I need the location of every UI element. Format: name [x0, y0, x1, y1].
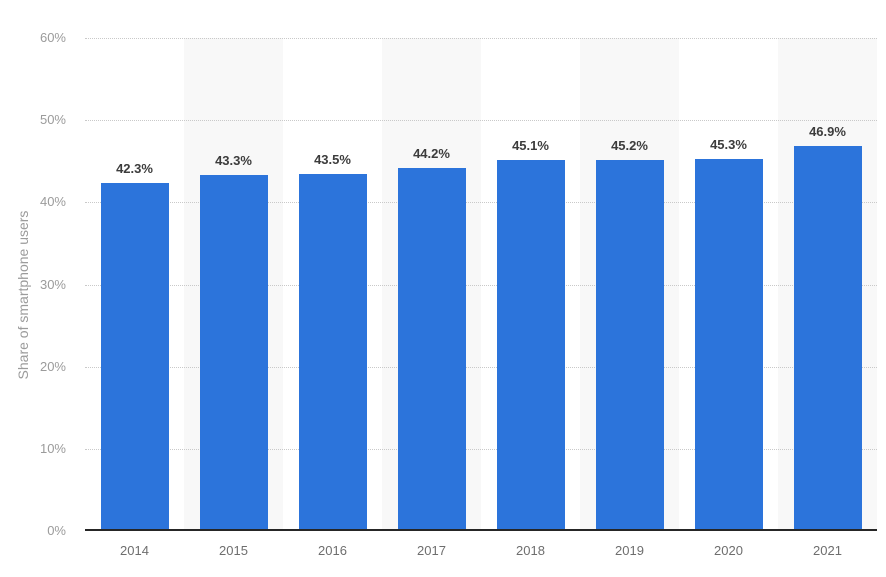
gridline	[85, 284, 877, 286]
bar-2017[interactable]	[397, 167, 466, 531]
y-axis-title: Share of smartphone users	[15, 210, 31, 380]
x-tick-label: 2015	[219, 543, 248, 558]
bar-value-label: 45.3%	[710, 136, 747, 152]
y-tick-label: 30%	[39, 276, 66, 292]
bar-value-label: 43.5%	[314, 151, 351, 167]
bar-2021[interactable]	[793, 145, 862, 531]
x-tick-label: 2017	[417, 543, 446, 558]
x-axis-line	[85, 529, 877, 531]
x-tick-label: 2020	[714, 543, 743, 558]
gridline	[85, 38, 877, 39]
bar-value-label: 43.3%	[215, 153, 252, 169]
bar-2015[interactable]	[199, 175, 268, 531]
x-tick-label: 2021	[813, 543, 842, 558]
x-tick-label: 2018	[516, 543, 545, 558]
x-tick-label: 2016	[318, 543, 347, 558]
gridline	[85, 202, 877, 204]
y-tick-label: 10%	[39, 440, 66, 456]
x-tick-label: 2019	[615, 543, 644, 558]
bar-value-label: 44.2%	[413, 145, 450, 161]
bar-2020[interactable]	[694, 158, 763, 531]
gridline	[85, 366, 877, 368]
plot-area: 42.3% 43.3% 43.5% 44.2% 45.1% 45.2% 45.3% 46.9%	[85, 0, 877, 531]
gridline	[85, 448, 877, 450]
y-tick-label: 0%	[47, 523, 66, 538]
bar-2019[interactable]	[595, 159, 664, 531]
y-tick-label: 50%	[39, 112, 66, 128]
bar-2016[interactable]	[298, 173, 367, 531]
bar-2014[interactable]	[100, 183, 169, 531]
x-tick-label: 2014	[120, 543, 149, 558]
bar-value-label: 45.2%	[611, 137, 648, 153]
gridline	[85, 120, 877, 122]
bar-2018[interactable]	[496, 160, 565, 531]
y-tick-label: 60%	[39, 30, 66, 45]
y-tick-label: 40%	[39, 194, 66, 210]
bar-value-label: 45.1%	[512, 138, 549, 154]
bar-value-label: 46.9%	[809, 123, 846, 139]
y-tick-label: 20%	[39, 358, 66, 374]
bar-value-label: 42.3%	[116, 161, 153, 177]
